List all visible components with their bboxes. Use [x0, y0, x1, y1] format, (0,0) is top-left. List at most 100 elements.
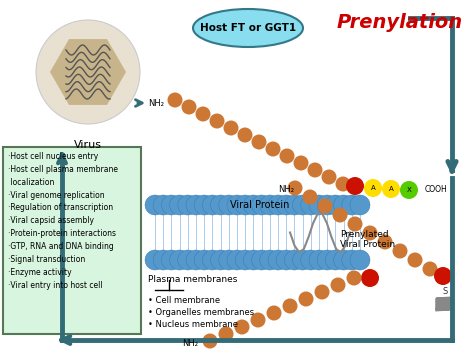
Circle shape: [186, 250, 206, 270]
Circle shape: [252, 250, 272, 270]
Circle shape: [346, 177, 364, 195]
Circle shape: [36, 20, 140, 124]
Text: • Cell membrane: • Cell membrane: [148, 296, 220, 305]
Circle shape: [283, 298, 298, 313]
Circle shape: [315, 285, 329, 300]
Circle shape: [260, 195, 280, 215]
Circle shape: [276, 195, 296, 215]
Circle shape: [250, 313, 265, 328]
Circle shape: [244, 195, 264, 215]
Circle shape: [408, 253, 422, 268]
Circle shape: [268, 250, 288, 270]
Text: Prenylation: Prenylation: [337, 12, 463, 32]
Circle shape: [170, 195, 190, 215]
Circle shape: [317, 195, 337, 215]
Text: A: A: [389, 186, 393, 192]
Text: X: X: [407, 187, 411, 193]
Circle shape: [219, 250, 239, 270]
Circle shape: [219, 195, 239, 215]
Circle shape: [178, 195, 198, 215]
Circle shape: [194, 250, 214, 270]
Circle shape: [284, 195, 304, 215]
Circle shape: [325, 195, 346, 215]
Circle shape: [252, 135, 266, 150]
Circle shape: [301, 195, 321, 215]
Circle shape: [288, 181, 302, 195]
Circle shape: [318, 198, 332, 214]
Circle shape: [293, 155, 309, 170]
Text: NH₂: NH₂: [182, 340, 198, 348]
Circle shape: [266, 305, 282, 320]
Circle shape: [210, 114, 225, 128]
Text: • Organelles membranes: • Organelles membranes: [148, 308, 254, 317]
Circle shape: [194, 195, 214, 215]
Circle shape: [342, 250, 362, 270]
Circle shape: [301, 250, 321, 270]
Circle shape: [434, 267, 452, 285]
Text: COOH: COOH: [425, 186, 448, 194]
Circle shape: [299, 292, 313, 306]
Circle shape: [400, 181, 418, 199]
Circle shape: [392, 244, 408, 258]
Circle shape: [235, 250, 255, 270]
Circle shape: [167, 92, 182, 107]
Circle shape: [332, 207, 347, 222]
Circle shape: [224, 120, 238, 135]
Text: Plasma membranes: Plasma membranes: [148, 275, 237, 284]
Circle shape: [330, 277, 346, 293]
Circle shape: [235, 320, 249, 335]
Circle shape: [292, 195, 312, 215]
Circle shape: [363, 226, 377, 241]
Circle shape: [361, 269, 379, 287]
Circle shape: [182, 99, 197, 115]
Text: S: S: [442, 288, 447, 297]
Text: Prenylated
Viral Protein: Prenylated Viral Protein: [340, 230, 395, 249]
Circle shape: [153, 195, 173, 215]
Text: ·Host cell nucleus entry
·Host cell plasma membrane
 localization
·Viral genome : ·Host cell nucleus entry ·Host cell plas…: [8, 152, 118, 289]
Circle shape: [364, 179, 382, 197]
Text: Virus: Virus: [74, 140, 102, 150]
Circle shape: [284, 250, 304, 270]
Circle shape: [317, 250, 337, 270]
Circle shape: [268, 195, 288, 215]
Text: A: A: [371, 185, 375, 191]
Circle shape: [145, 250, 165, 270]
Text: Host FT or GGT1: Host FT or GGT1: [200, 23, 296, 33]
Circle shape: [162, 195, 182, 215]
Circle shape: [202, 250, 222, 270]
Circle shape: [227, 250, 247, 270]
Circle shape: [237, 127, 253, 142]
Circle shape: [202, 195, 222, 215]
Circle shape: [162, 250, 182, 270]
Circle shape: [276, 250, 296, 270]
Circle shape: [219, 327, 234, 341]
Circle shape: [252, 195, 272, 215]
Circle shape: [280, 149, 294, 163]
Ellipse shape: [193, 9, 303, 47]
Circle shape: [336, 177, 350, 191]
Circle shape: [325, 250, 346, 270]
Circle shape: [346, 270, 362, 285]
Circle shape: [202, 333, 218, 348]
Text: NH₂: NH₂: [278, 186, 294, 194]
Circle shape: [260, 250, 280, 270]
Circle shape: [145, 195, 165, 215]
Circle shape: [178, 250, 198, 270]
Circle shape: [309, 195, 329, 215]
Circle shape: [334, 195, 354, 215]
Circle shape: [195, 107, 210, 122]
Text: Viral Protein: Viral Protein: [230, 200, 290, 210]
Circle shape: [309, 250, 329, 270]
Circle shape: [170, 250, 190, 270]
FancyBboxPatch shape: [3, 147, 141, 334]
Circle shape: [350, 195, 370, 215]
Circle shape: [265, 142, 281, 157]
Circle shape: [334, 250, 354, 270]
Circle shape: [422, 261, 438, 277]
Circle shape: [342, 195, 362, 215]
Circle shape: [377, 234, 392, 249]
Circle shape: [382, 180, 400, 198]
Circle shape: [308, 162, 322, 178]
Circle shape: [302, 190, 318, 205]
Circle shape: [235, 195, 255, 215]
